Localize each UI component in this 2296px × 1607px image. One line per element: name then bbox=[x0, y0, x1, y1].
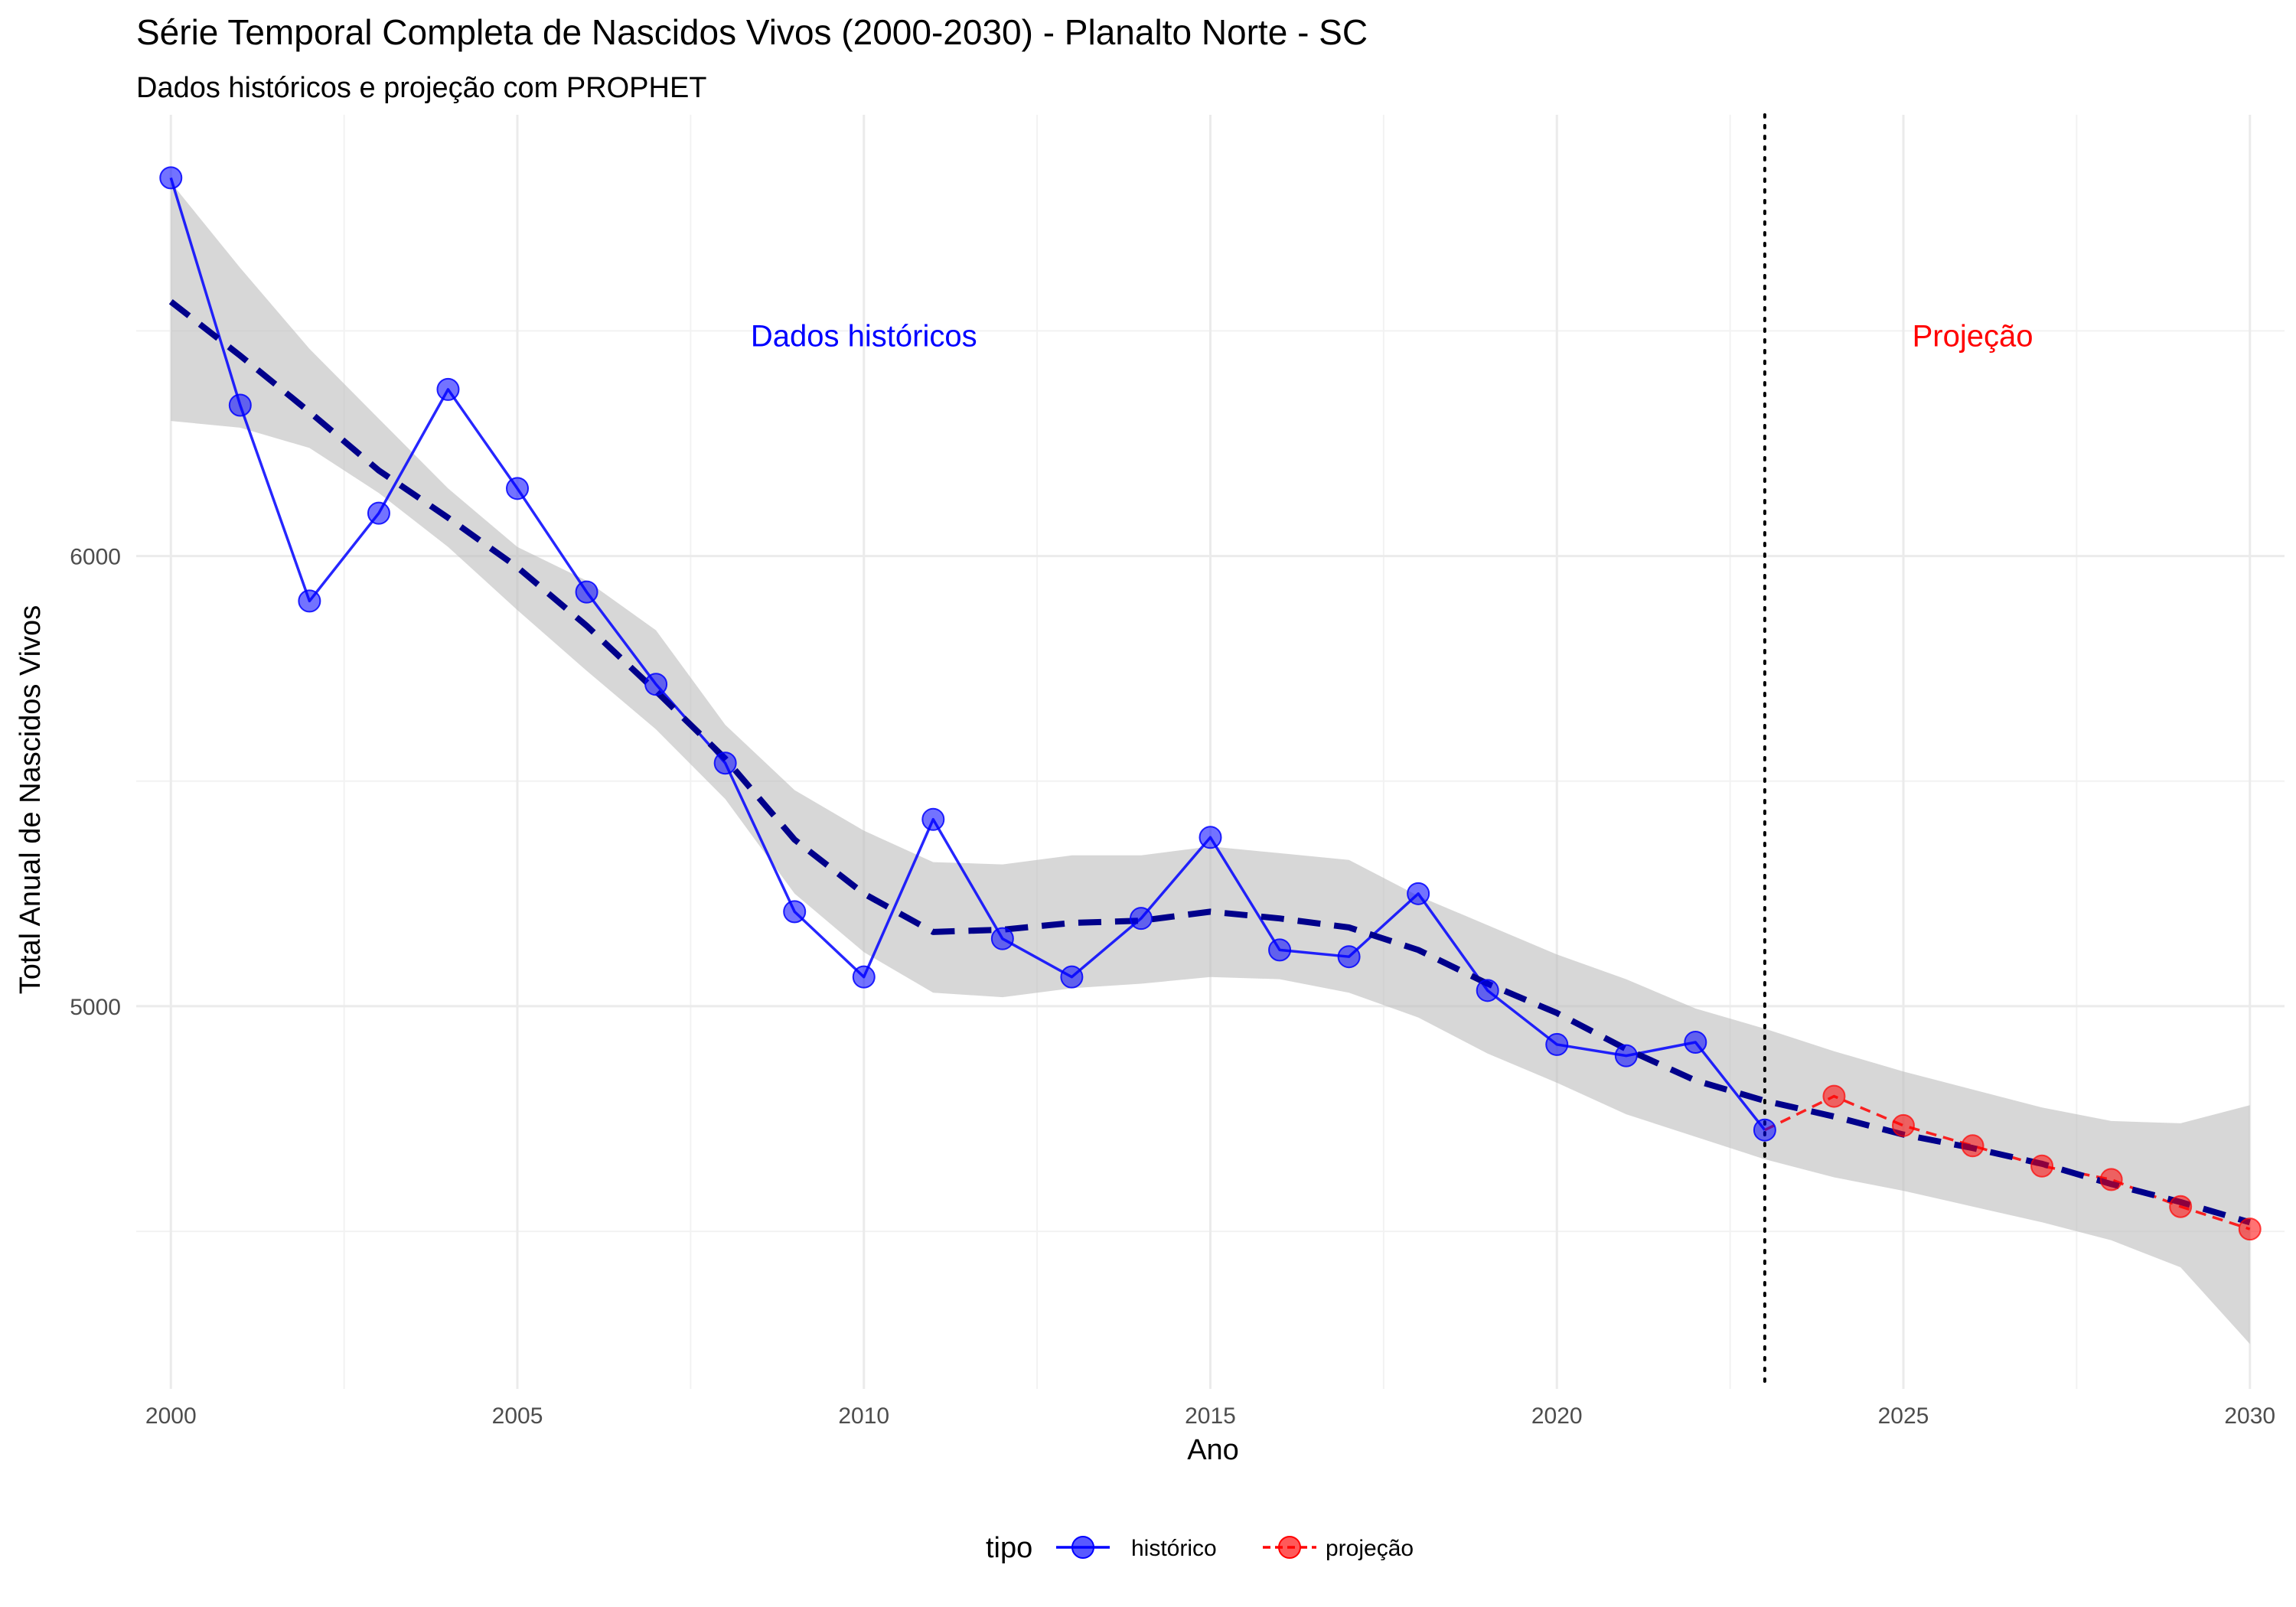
data-point-historico bbox=[644, 673, 668, 696]
data-point-historico bbox=[1614, 1044, 1638, 1068]
confidence-band-layer bbox=[171, 182, 2250, 1345]
data-point-projecao bbox=[1961, 1134, 1985, 1158]
points-layer bbox=[159, 166, 2262, 1241]
data-point-historico bbox=[436, 377, 460, 401]
legend-label: histórico bbox=[1131, 1536, 1217, 1561]
data-point-historico bbox=[1476, 979, 1499, 1002]
y-tick-label: 5000 bbox=[70, 995, 121, 1020]
annotation-projecao: Projeção bbox=[1913, 319, 2033, 353]
legend-item-historico: histórico bbox=[1056, 1536, 1217, 1561]
data-point-historico bbox=[713, 751, 737, 775]
data-point-historico bbox=[367, 501, 390, 525]
data-point-historico bbox=[783, 900, 807, 924]
legend-item-projecao: projeção bbox=[1263, 1536, 1414, 1561]
legend: tipo histórico projeção bbox=[986, 1532, 1414, 1564]
grid bbox=[136, 115, 2285, 1389]
legend-label: projeção bbox=[1326, 1536, 1414, 1561]
data-point-projecao bbox=[1822, 1084, 1846, 1108]
legend-marker bbox=[1071, 1536, 1094, 1559]
data-point-historico bbox=[852, 965, 876, 989]
x-axis-title: Ano bbox=[1187, 1434, 1239, 1466]
data-point-historico bbox=[1545, 1032, 1569, 1056]
x-tick-label: 2005 bbox=[492, 1403, 543, 1429]
data-point-projecao bbox=[2030, 1154, 2054, 1178]
data-point-historico bbox=[1337, 945, 1361, 969]
annotation-layer: Dados históricos Projeção bbox=[751, 319, 2033, 353]
x-axis-ticks: 2000 2005 2010 2015 2020 2025 2030 bbox=[145, 1403, 2275, 1429]
x-tick-label: 2015 bbox=[1185, 1403, 1236, 1429]
data-point-historico bbox=[921, 807, 945, 831]
y-axis-title: Total Anual de Nascidos Vivos bbox=[15, 605, 47, 994]
data-point-historico bbox=[228, 393, 252, 417]
x-tick-label: 2000 bbox=[145, 1403, 197, 1429]
y-axis-ticks: 5000 6000 bbox=[70, 545, 121, 1020]
chart-subtitle: Dados históricos e projeção com PROPHET bbox=[136, 72, 707, 104]
data-point-historico bbox=[575, 580, 598, 604]
annotation-historicos: Dados históricos bbox=[751, 319, 977, 353]
data-point-projecao bbox=[2238, 1217, 2262, 1241]
y-tick-label: 6000 bbox=[70, 545, 121, 570]
data-point-historico bbox=[1753, 1118, 1776, 1142]
x-tick-label: 2025 bbox=[1878, 1403, 1929, 1429]
legend-marker bbox=[1278, 1536, 1301, 1559]
data-point-historico bbox=[1199, 826, 1222, 849]
data-point-projecao bbox=[2099, 1168, 2123, 1191]
data-point-historico bbox=[159, 166, 183, 190]
data-point-historico bbox=[298, 589, 321, 613]
data-point-historico bbox=[1129, 907, 1153, 931]
x-tick-label: 2030 bbox=[2224, 1403, 2275, 1429]
chart-title: Série Temporal Completa de Nascidos Vivo… bbox=[136, 12, 1368, 52]
plot-area: Dados históricos Projeção bbox=[136, 113, 2285, 1390]
data-point-historico bbox=[1684, 1030, 1707, 1054]
confidence-band bbox=[171, 182, 2250, 1345]
data-point-projecao bbox=[2169, 1195, 2193, 1218]
x-tick-label: 2010 bbox=[838, 1403, 889, 1429]
legend-entries: histórico projeção bbox=[1056, 1536, 1414, 1561]
data-point-projecao bbox=[1891, 1113, 1915, 1137]
legend-title: tipo bbox=[986, 1532, 1032, 1564]
data-point-historico bbox=[1060, 965, 1084, 989]
data-point-historico bbox=[1407, 882, 1430, 905]
data-point-historico bbox=[990, 927, 1014, 950]
data-point-historico bbox=[1268, 938, 1292, 962]
data-point-historico bbox=[506, 477, 530, 500]
series-line-historico bbox=[169, 177, 1766, 1131]
x-tick-label: 2020 bbox=[1531, 1403, 1583, 1429]
